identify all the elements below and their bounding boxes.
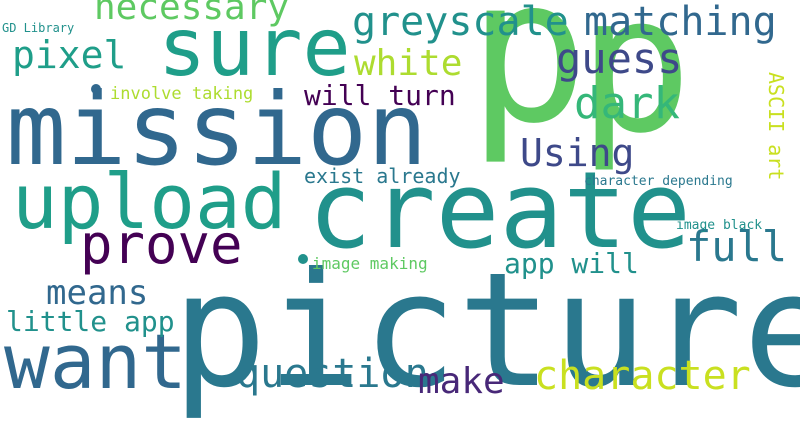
word-prove: prove	[80, 213, 243, 276]
word-image-black: image black	[676, 218, 763, 233]
dot-marker	[298, 254, 308, 264]
word-image-making: image making	[312, 254, 428, 273]
word-will-turn: will turn	[304, 79, 456, 112]
word-white: white	[354, 43, 463, 84]
word-Using: Using	[520, 131, 635, 175]
word-sure: sure	[158, 1, 351, 94]
word-picture: picture	[172, 239, 800, 423]
word-character-depending: character depending	[584, 174, 733, 189]
word-upload: upload	[12, 157, 287, 246]
word-involve-taking: involve taking	[110, 84, 254, 104]
word-p-2: p	[578, 0, 693, 175]
word-full: full	[686, 222, 788, 271]
word-mission: mission	[6, 71, 428, 188]
word-p-1: p	[468, 0, 589, 168]
word-make: make	[418, 361, 505, 402]
word-app-will: app will	[504, 247, 639, 280]
word-little-app: little app	[6, 305, 175, 338]
word-question: question	[236, 351, 429, 397]
word-ASCII-art: ASCII art	[764, 72, 788, 181]
word-guess: guess	[556, 34, 683, 83]
dot-marker	[91, 84, 101, 94]
word-cloud: p p picture mission create upload sure w…	[2, 0, 800, 410]
word-pixel: pixel	[12, 33, 127, 77]
word-character: character	[534, 353, 751, 399]
word-exist-already: exist already	[304, 164, 461, 188]
word-want: want	[4, 317, 188, 406]
word-create: create	[308, 149, 691, 272]
word-necessary: necessary	[94, 0, 290, 28]
word-means: means	[46, 273, 149, 313]
word-greyscale: greyscale	[352, 0, 569, 45]
word-dark: dark	[574, 78, 680, 129]
word-matching: matching	[584, 0, 777, 45]
word-GD-Library: GD Library	[2, 21, 75, 35]
